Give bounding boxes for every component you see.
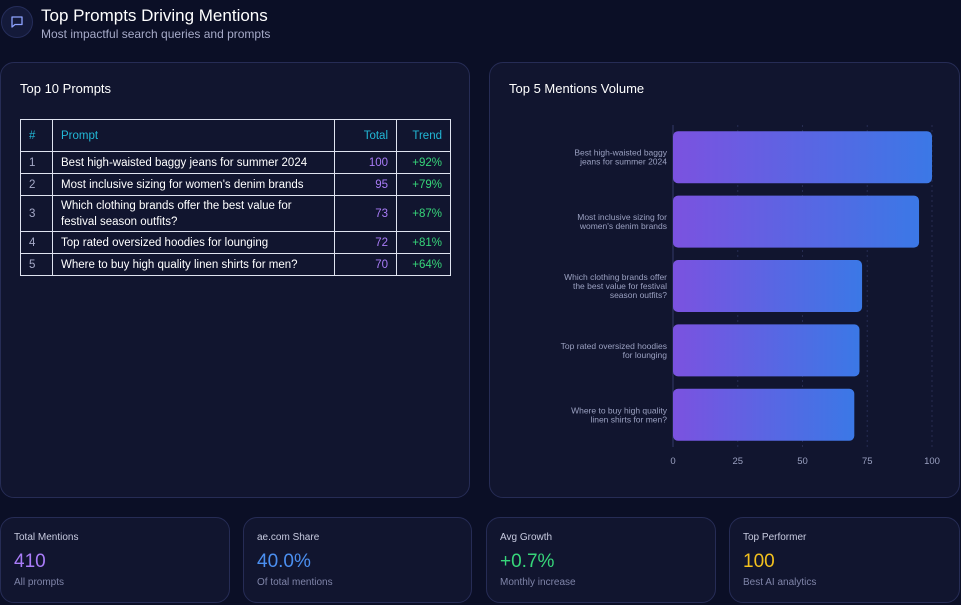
row-trend: +81% (396, 231, 451, 254)
column-header-total: Total (334, 119, 397, 152)
row-number: 2 (20, 173, 53, 196)
row-total: 95 (334, 173, 397, 196)
table-row: 2 Most inclusive sizing for women's deni… (20, 173, 451, 196)
stat-card-total-mentions: Total Mentions 410 All prompts (0, 517, 230, 603)
stat-sub: Of total mentions (257, 577, 333, 588)
x-tick-label: 50 (797, 456, 808, 467)
stat-label: Avg Growth (500, 532, 553, 543)
stat-sub: All prompts (14, 577, 65, 588)
mentions-volume-card: Top 5 Mentions Volume 0 25 50 75 100 Best hig… (489, 62, 960, 498)
row-trend: +92% (396, 151, 451, 174)
y-tick-label: Where to buy high quality linen shirts fo… (571, 405, 668, 424)
y-tick-label: Which clothing brands offer the best valu… (564, 272, 667, 300)
row-number: 3 (20, 195, 53, 232)
x-tick-label: 75 (862, 456, 873, 467)
row-total: 70 (334, 253, 397, 276)
row-number: 4 (20, 231, 53, 254)
table-row: 4 Top rated oversized hoodies for loungi… (20, 231, 451, 254)
bar (673, 388, 855, 441)
prompts-table: # Prompt Total Trend 1 Best high-waisted… (20, 119, 451, 276)
y-tick-label: Best high-waisted baggy jeans for summer … (574, 148, 667, 167)
stat-sub: Monthly increase (500, 577, 576, 588)
page-subtitle: Most impactful search queries and prompt… (41, 27, 271, 41)
x-tick-label: 100 (924, 456, 940, 467)
row-total: 100 (334, 151, 397, 174)
row-prompt: Best high-waisted baggy jeans for summer… (52, 151, 335, 174)
top-prompts-card: Top 10 Prompts # Prompt Total Trend 1 Be… (0, 62, 470, 498)
row-prompt: Which clothing brands offer the best val… (52, 195, 335, 232)
page-header: Top Prompts Driving Mentions Most impact… (0, 0, 961, 48)
stat-value: 410 (14, 551, 46, 572)
row-total: 73 (334, 195, 397, 232)
stat-label: Total Mentions (14, 532, 79, 543)
row-total: 72 (334, 231, 397, 254)
page-title: Top Prompts Driving Mentions (41, 6, 268, 25)
row-trend: +79% (396, 173, 451, 196)
row-prompt: Where to buy high quality linen shirts f… (52, 253, 335, 276)
stat-label: ae.com Share (257, 532, 320, 543)
column-header-prompt: Prompt (52, 119, 335, 152)
table-row: 3 Which clothing brands offer the best v… (20, 195, 451, 232)
bar (673, 324, 860, 377)
column-header-num: # (20, 119, 53, 152)
mentions-bar-chart: 0 25 50 75 100 Best high-waisted baggy jeans f… (561, 125, 940, 467)
bar (673, 260, 863, 312)
bar (673, 131, 932, 184)
stat-sub: Best AI analytics (743, 577, 817, 588)
table-row: 1 Best high-waisted baggy jeans for summ… (20, 151, 451, 174)
table-header-row: # Prompt Total Trend (20, 119, 451, 152)
stat-card-avg-growth: Avg Growth +0.7% Monthly increase (486, 517, 716, 603)
row-trend: +64% (396, 253, 451, 276)
row-number: 5 (20, 253, 53, 276)
column-header-trend: Trend (396, 119, 451, 152)
row-number: 1 (20, 151, 53, 174)
row-trend: +87% (396, 195, 451, 232)
card-title: Top 5 Mentions Volume (509, 81, 645, 96)
bar (673, 195, 920, 248)
stat-value: 100 (743, 551, 775, 572)
stat-card-top-performer: Top Performer 100 Best AI analytics (729, 517, 960, 603)
stat-value: +0.7% (500, 551, 555, 572)
x-tick-label: 0 (670, 456, 675, 467)
card-title: Top 10 Prompts (20, 81, 112, 96)
chat-bubble-icon (1, 6, 33, 38)
stat-value: 40.0% (257, 551, 311, 572)
table-row: 5 Where to buy high quality linen shirts… (20, 253, 451, 276)
x-tick-label: 25 (732, 456, 743, 467)
row-prompt: Most inclusive sizing for women's denim … (52, 173, 335, 196)
stat-label: Top Performer (743, 532, 807, 543)
y-tick-label: Top rated oversized hoodies for lounging (561, 341, 668, 360)
stat-card-share: ae.com Share 40.0% Of total mentions (243, 517, 472, 603)
row-prompt: Top rated oversized hoodies for lounging (52, 231, 335, 254)
y-tick-label: Most inclusive sizing for women's denim b… (577, 212, 667, 231)
